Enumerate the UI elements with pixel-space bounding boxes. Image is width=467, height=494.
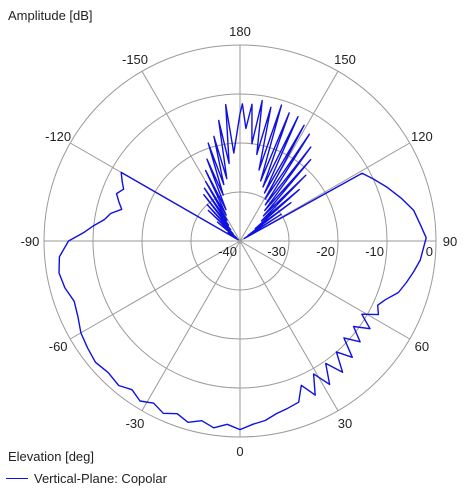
- legend: Vertical-Plane: Copolar: [6, 471, 167, 486]
- grid-spoke: [239, 240, 410, 340]
- angular-tick-label: 180: [229, 24, 251, 39]
- angular-tick-label: -60: [49, 339, 68, 354]
- angular-tick-label: -150: [122, 52, 148, 67]
- legend-swatch: [6, 478, 28, 479]
- radial-tick-label: -30: [267, 244, 286, 259]
- angular-axis-label: Elevation [deg]: [8, 449, 95, 464]
- angular-tick-label: 120: [411, 129, 433, 144]
- radial-tick-label: -20: [316, 244, 335, 259]
- angular-tick-label: 0: [236, 444, 243, 459]
- angular-tick-label: -120: [45, 129, 71, 144]
- series-line: [58, 99, 427, 431]
- angular-tick-label: 90: [443, 234, 457, 249]
- grid-spoke: [141, 240, 241, 411]
- radial-tick-label: -10: [365, 244, 384, 259]
- radial-tick-label: 0: [426, 244, 433, 259]
- angular-tick-label: -90: [21, 234, 40, 249]
- legend-entry-label: Vertical-Plane: Copolar: [34, 471, 167, 486]
- angular-tick-label: 30: [338, 416, 352, 431]
- angular-tick-label: 60: [415, 339, 429, 354]
- angular-tick-label: -30: [126, 416, 145, 431]
- radial-axis-label: Amplitude [dB]: [8, 8, 93, 23]
- grid-spoke: [70, 240, 241, 340]
- grid-spoke: [141, 71, 241, 242]
- grid-spoke: [239, 240, 339, 411]
- angular-tick-label: 150: [334, 52, 356, 67]
- radial-tick-label: -40: [218, 244, 237, 259]
- grid-spoke: [239, 71, 339, 242]
